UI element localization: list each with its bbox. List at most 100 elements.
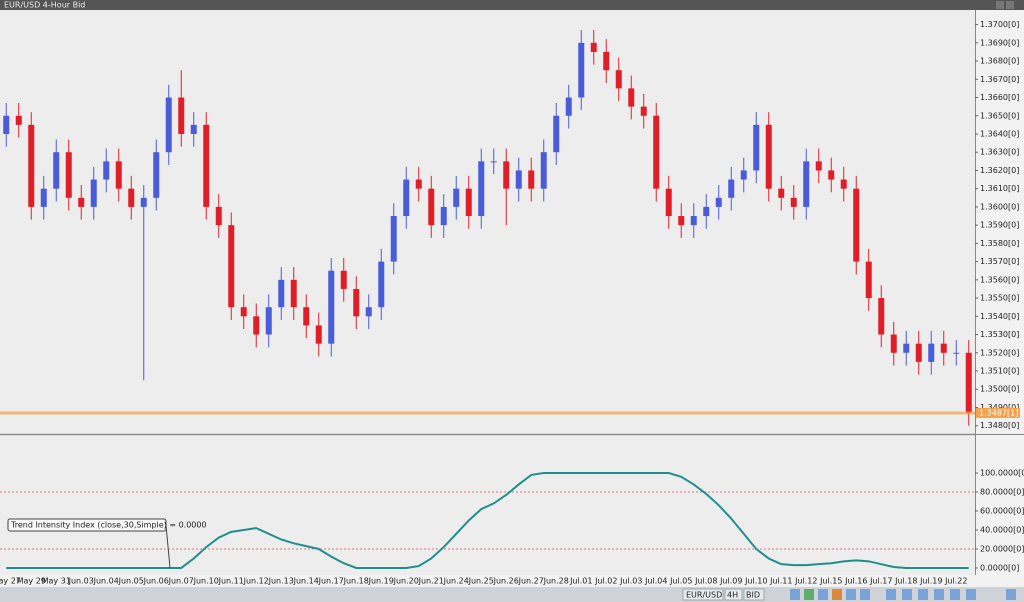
tool-icon[interactable] bbox=[846, 589, 856, 600]
tool-icon[interactable] bbox=[832, 589, 842, 600]
tool-icon[interactable] bbox=[790, 589, 800, 600]
candle-body bbox=[890, 334, 897, 353]
tool-icon[interactable] bbox=[950, 589, 960, 600]
candle-body bbox=[965, 352, 972, 413]
x-tick-label: Jun.20 bbox=[393, 577, 419, 586]
x-tick-label: Jul.16 bbox=[844, 577, 867, 586]
candle-body bbox=[490, 161, 497, 163]
candle-body bbox=[40, 188, 47, 207]
period: 4H bbox=[727, 591, 738, 600]
candle-body bbox=[640, 106, 647, 116]
x-tick-label: May 31 bbox=[42, 577, 71, 586]
candle-body bbox=[165, 97, 172, 153]
y-tick-label: 1.3540[0] bbox=[980, 312, 1019, 321]
symbol-select[interactable] bbox=[682, 588, 724, 601]
candle-body bbox=[765, 124, 772, 189]
tool-icon[interactable] bbox=[966, 589, 976, 600]
candle-body bbox=[715, 197, 722, 207]
y-tick-label: 1.3700[0] bbox=[980, 20, 1019, 29]
candle-body bbox=[740, 170, 747, 180]
side-select[interactable] bbox=[743, 588, 765, 601]
candle-body bbox=[365, 307, 372, 317]
tool-icon[interactable] bbox=[804, 589, 814, 600]
y-tick-label: 1.3640[0] bbox=[980, 129, 1019, 138]
candle-body bbox=[478, 161, 485, 217]
y-tick-label: 1.3670[0] bbox=[980, 75, 1019, 84]
minimize-button[interactable] bbox=[996, 1, 1004, 9]
x-tick-label: Jun.17 bbox=[318, 577, 344, 586]
tool-icon[interactable] bbox=[860, 589, 870, 600]
candle-body bbox=[65, 152, 72, 198]
x-tick-label: Jul.15 bbox=[819, 577, 842, 586]
side: BID bbox=[746, 591, 760, 600]
candle-body bbox=[353, 288, 360, 317]
y-tick-label: 1.3480[0] bbox=[980, 421, 1019, 430]
x-tick-label: Jun.14 bbox=[293, 577, 319, 586]
tool-icon[interactable] bbox=[818, 589, 828, 600]
candle-body bbox=[290, 279, 297, 308]
y-tick-label: 60.0000[0] bbox=[980, 507, 1024, 516]
candle-body bbox=[15, 115, 22, 125]
candle-body bbox=[690, 216, 697, 226]
candle-body bbox=[265, 307, 272, 335]
candle-body bbox=[653, 115, 660, 189]
tool-icon[interactable] bbox=[1006, 589, 1016, 600]
candle-body bbox=[453, 188, 460, 207]
candle-body bbox=[565, 97, 572, 116]
chart-layer: 1.3480[0] 1.3490[0] 1.3500[0] 1.3510[0] 1.35… bbox=[0, 20, 1024, 586]
y-tick-label: 1.3600[0] bbox=[980, 202, 1019, 211]
candle-body bbox=[128, 188, 135, 207]
x-tick-label: Jul.03 bbox=[619, 577, 642, 586]
y-tick-label: 1.3580[0] bbox=[980, 239, 1019, 248]
x-tick-label: Jun.03 bbox=[68, 577, 94, 586]
x-tick-label: Jul.12 bbox=[794, 577, 817, 586]
candle-body bbox=[178, 97, 185, 134]
y-tick-label: 1.3570[0] bbox=[980, 257, 1019, 266]
y-tick-label: 1.3620[0] bbox=[980, 166, 1019, 175]
candle-body bbox=[440, 206, 447, 226]
candle-body bbox=[28, 124, 35, 207]
maximize-button[interactable] bbox=[1006, 1, 1014, 9]
candle-body bbox=[578, 42, 585, 98]
x-tick-label: Jul.09 bbox=[719, 577, 742, 586]
tool-icon[interactable] bbox=[934, 589, 944, 600]
candle-body bbox=[615, 70, 622, 89]
candle-body bbox=[753, 124, 760, 171]
last-price-box bbox=[976, 407, 1020, 418]
candle-body bbox=[940, 343, 947, 353]
y-tick-label: 1.3660[0] bbox=[980, 93, 1019, 102]
candle-body bbox=[103, 161, 110, 180]
tool-icon[interactable] bbox=[902, 589, 912, 600]
x-tick-label: Jul.10 bbox=[744, 577, 767, 586]
candle-body bbox=[278, 279, 285, 308]
x-tick-label: Jul.22 bbox=[944, 577, 967, 586]
candle-body bbox=[465, 188, 472, 217]
candle-body bbox=[215, 206, 222, 226]
candle-body bbox=[778, 188, 785, 198]
indicator-line bbox=[6, 472, 969, 569]
y-tick-label: 1.3630[0] bbox=[980, 148, 1019, 157]
candle-body bbox=[803, 161, 810, 207]
candle-body bbox=[140, 197, 147, 207]
x-tick-label: Jun.26 bbox=[493, 577, 519, 586]
candle-body bbox=[378, 261, 385, 308]
candle-body bbox=[815, 161, 822, 171]
symbol: EUR/USD bbox=[686, 591, 722, 600]
candle-body bbox=[315, 325, 322, 344]
candle-body bbox=[665, 188, 672, 217]
tool-icon[interactable] bbox=[918, 589, 928, 600]
candle-body bbox=[540, 152, 547, 189]
y-tick-label: 1.3520[0] bbox=[980, 348, 1019, 357]
candle-body bbox=[228, 225, 235, 308]
x-tick-label: Jun.24 bbox=[443, 577, 469, 586]
x-tick-label: Jul.05 bbox=[669, 577, 692, 586]
candle-body bbox=[703, 206, 710, 217]
candle-body bbox=[503, 161, 510, 189]
y-tick-label: 0.0000[0] bbox=[980, 563, 1019, 572]
candle-body bbox=[528, 170, 535, 189]
candle-body bbox=[678, 216, 685, 226]
x-tick-label: Jun.21 bbox=[418, 577, 444, 586]
period-select[interactable] bbox=[724, 588, 743, 601]
candle-body bbox=[790, 197, 797, 207]
tool-icon[interactable] bbox=[886, 589, 896, 600]
